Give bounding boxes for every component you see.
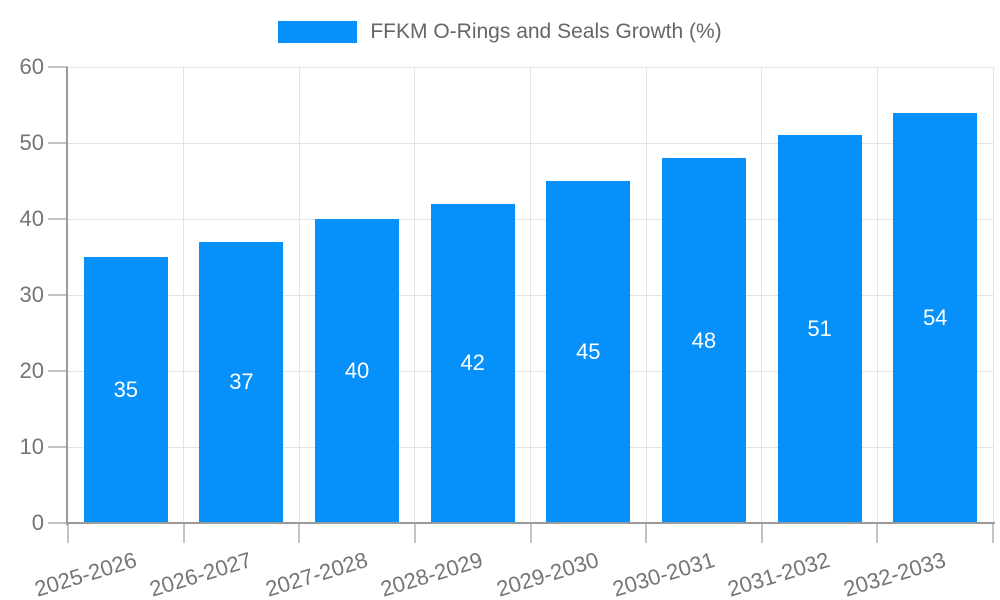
x-tick-label: 2031-2032 <box>724 547 833 600</box>
v-gridline <box>992 67 994 523</box>
bar-value-label: 51 <box>807 316 832 342</box>
y-tick-label: 60 <box>19 54 44 79</box>
x-axis-tick <box>529 523 532 543</box>
y-axis-tick <box>48 446 68 448</box>
x-axis-tick <box>645 523 648 543</box>
x-tick-label: 2025-2026 <box>31 547 140 600</box>
x-tick-label: 2026-2027 <box>146 547 255 600</box>
y-axis-tick <box>48 142 68 144</box>
bar-value-label: 42 <box>460 350 485 376</box>
bar-value-label: 40 <box>344 358 370 383</box>
bar: 42 <box>430 203 515 523</box>
y-axis-tick <box>48 294 68 296</box>
legend-swatch <box>278 21 358 43</box>
bar: 35 <box>83 257 168 523</box>
y-tick-label: 20 <box>19 358 44 383</box>
bar-value-label: 48 <box>691 327 717 353</box>
v-gridline <box>530 67 531 523</box>
y-axis-line <box>66 67 68 525</box>
y-tick-label: 40 <box>19 206 44 231</box>
x-axis-tick <box>992 523 994 543</box>
legend: FFKM O-Rings and Seals Growth (%) <box>0 19 1000 45</box>
v-gridline <box>183 67 185 523</box>
bar-value-label: 54 <box>922 304 948 330</box>
x-axis-tick <box>760 523 763 543</box>
v-gridline <box>761 67 763 523</box>
bar-value-label: 37 <box>229 369 254 395</box>
v-gridline <box>645 67 647 523</box>
y-tick-label: 10 <box>19 434 44 459</box>
x-tick-label: 2029-2030 <box>493 547 602 600</box>
x-axis-tick <box>182 523 185 543</box>
y-axis-tick <box>48 218 68 220</box>
v-gridline <box>876 67 878 523</box>
bar: 54 <box>893 112 978 523</box>
bar-value-label: 35 <box>113 377 139 402</box>
x-axis-tick <box>876 523 879 543</box>
y-tick-label: 50 <box>19 130 44 155</box>
bar: 51 <box>777 135 862 523</box>
x-axis-tick <box>413 523 416 543</box>
bar-value-label: 45 <box>576 339 601 364</box>
bar: 48 <box>661 158 746 523</box>
bar: 37 <box>199 241 284 523</box>
x-tick-label: 2030-2031 <box>609 547 718 600</box>
x-tick-label: 2027-2028 <box>262 547 371 600</box>
y-axis-tick <box>48 66 68 68</box>
v-gridline <box>414 67 416 523</box>
bar: 45 <box>546 181 631 523</box>
x-tick-label: 2028-2029 <box>378 547 486 600</box>
x-axis-line <box>66 522 995 524</box>
x-axis-tick <box>298 523 301 543</box>
y-axis-tick <box>48 522 68 524</box>
y-tick-label: 30 <box>19 282 44 307</box>
y-axis-tick <box>48 370 68 372</box>
legend-label: FFKM O-Rings and Seals Growth (%) <box>370 20 722 43</box>
v-gridline <box>298 67 300 523</box>
x-axis-tick <box>67 523 69 543</box>
bar: 40 <box>315 219 400 523</box>
x-tick-label: 2032-2033 <box>840 547 949 600</box>
y-tick-label: 0 <box>31 510 44 535</box>
